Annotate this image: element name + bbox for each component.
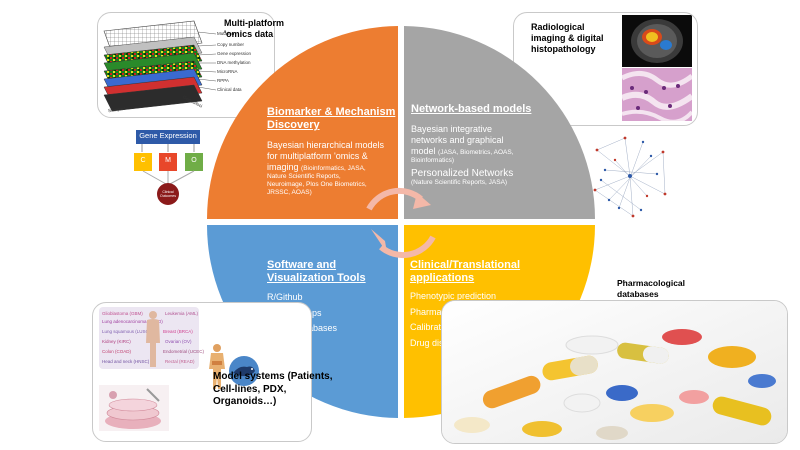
gene-expression-diagram	[134, 130, 203, 205]
clinical-item: Phenotypic prediction	[410, 291, 497, 301]
patient-figure-icon	[209, 344, 225, 389]
cancer-label: Head and neck (HNSC)	[102, 359, 150, 364]
biomarker-content: Biomarker & Mechanism Discovery Bayesian…	[267, 106, 402, 197]
caption-pharmacological: Pharmacological databases	[617, 278, 686, 299]
cancer-atlas-image: Glioblastoma (GBM) Lung adenocarcinoma (…	[99, 307, 204, 369]
layer-label-microrna: MicroRNA	[217, 69, 238, 74]
c-label: C	[140, 157, 146, 164]
cancer-label: Colon (COAD)	[102, 349, 132, 354]
radiology-panel	[513, 12, 698, 126]
clinical-title: Clinical/Translational applications	[410, 259, 521, 284]
cancer-label: Kidney (KIRC)	[102, 339, 131, 344]
gene-expression-label: Gene Expression	[139, 131, 197, 140]
cycle-arrow-top	[413, 193, 431, 209]
body-silhouette	[146, 311, 160, 367]
m-box	[159, 153, 177, 171]
network-content: Network-based models Bayesian integrativ…	[411, 103, 546, 187]
network-graph-icon	[593, 136, 667, 218]
caption-radiological: Radiological imaging & digital histopath…	[531, 22, 604, 54]
cancer-label: Lung squamous (LUSC)	[102, 329, 151, 334]
caption-model-systems: Model systems (Patients, Cell-lines, PDX…	[213, 371, 333, 407]
network-title: Network-based models	[411, 103, 532, 115]
clinical-outcome-circle	[157, 183, 179, 205]
c-box	[134, 153, 152, 171]
cancer-label: Ovarian (OV)	[165, 339, 192, 344]
o-box	[185, 153, 203, 171]
o-label: O	[191, 157, 197, 164]
biomarker-title: Biomarker & Mechanism Discovery	[267, 106, 396, 131]
model-systems-panel: Glioblastoma (GBM) Lung adenocarcinoma (…	[92, 302, 312, 442]
pharmacological-panel	[441, 300, 788, 444]
m-label: M	[165, 157, 171, 164]
gene-expression-box	[136, 130, 200, 144]
personalized-networks-title: Personalized Networks	[411, 168, 514, 179]
omics-panel: Mutation Copy number Gene expression DNA…	[97, 12, 275, 118]
layer-label-copy-number: Copy number	[217, 42, 245, 47]
cancer-label: Glioblastoma (GBM)	[102, 311, 143, 316]
layer-label-mutation: Mutation	[217, 31, 235, 36]
pills-image	[442, 301, 787, 443]
cancer-label: Lung adenocarcinoma (LUAD)	[102, 319, 163, 324]
caption-multiplatform: Multi-platform 'omics data	[224, 18, 284, 39]
outcome-label: Clinical Outcomes	[160, 190, 176, 198]
software-item: R/Github	[267, 292, 303, 302]
petri-dishes-image	[99, 385, 169, 431]
cancer-label: Leukemia (AML)	[165, 311, 199, 316]
layer-label-clinical-data: Clinical data	[217, 87, 242, 92]
layer-label-dna-methylation: DNA methylation	[217, 60, 251, 65]
biomarker-text: Bayesian hierarchical models for multipl…	[267, 140, 385, 172]
cancer-label: Endometrial (UCEC)	[163, 349, 205, 354]
cancer-label: Rectal (READ)	[165, 359, 195, 364]
network-refs: Bioinformatics)	[411, 157, 454, 164]
personalized-networks-refs: (Nature Scientific Reports, JASA)	[411, 179, 508, 186]
mri-brain-image	[622, 15, 692, 67]
omics-layers-graphic	[103, 20, 217, 112]
mouse-pdx-icon	[229, 356, 259, 386]
layer-label-gene-expression: Gene expression	[217, 51, 252, 56]
quadrant-network	[404, 26, 595, 219]
cycle-arrow-bottom	[371, 229, 387, 253]
biomarker-refs: Nature Scientific Reports, Neuroimage, P…	[267, 173, 367, 196]
histopathology-image	[620, 68, 694, 124]
cancer-label: Breast (BRCA)	[163, 329, 193, 334]
network-text: Bayesian integrative networks and graphi…	[411, 124, 514, 156]
quadrant-biomarker	[207, 26, 398, 219]
software-title: Software and Visualization Tools	[267, 259, 366, 284]
layer-label-rppa: RPPA	[217, 78, 229, 83]
